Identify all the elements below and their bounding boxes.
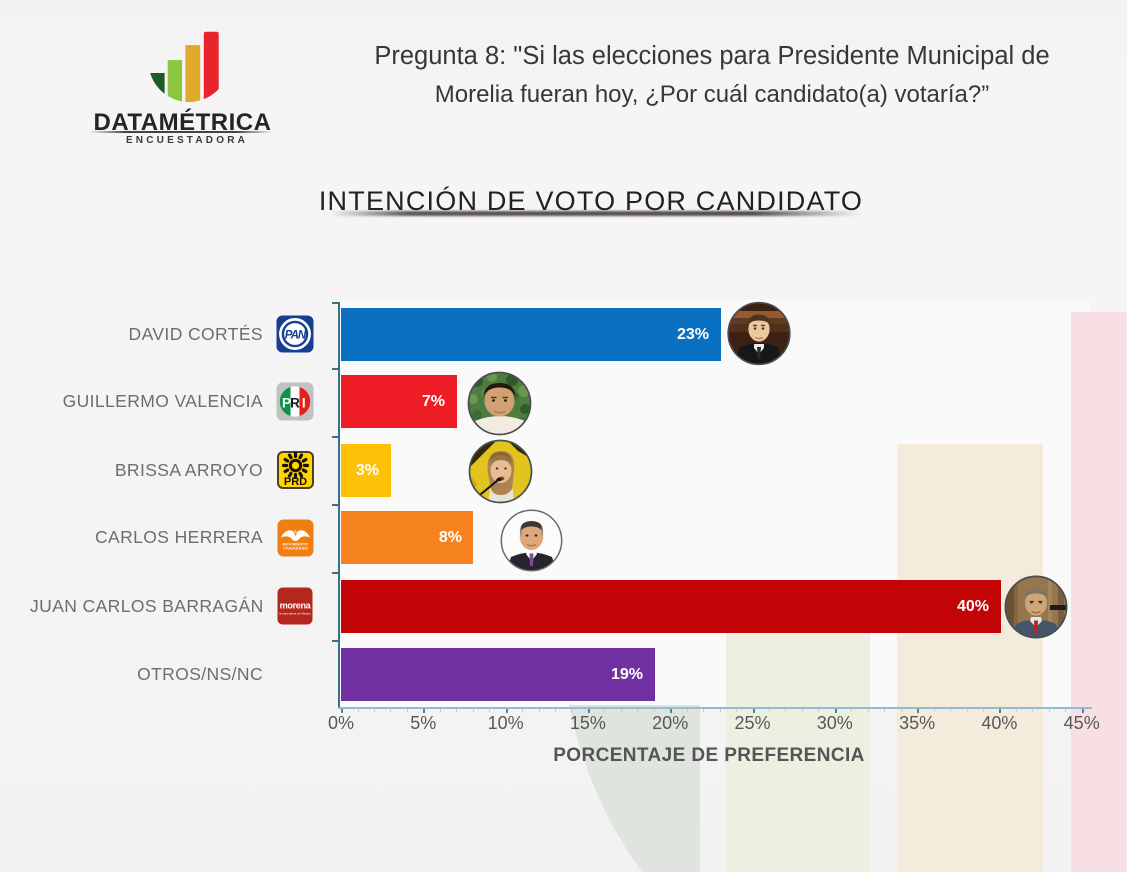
svg-text:P: P xyxy=(282,396,291,411)
svg-text:R: R xyxy=(290,396,300,411)
svg-text:PAN: PAN xyxy=(285,329,307,341)
svg-text:la esperanza de México: la esperanza de México xyxy=(279,612,311,616)
svg-text:CIUDADANO: CIUDADANO xyxy=(283,547,308,551)
svg-text:PRD: PRD xyxy=(284,476,307,488)
svg-text:MOVIMIENTO: MOVIMIENTO xyxy=(282,543,308,547)
svg-text:morena: morena xyxy=(280,601,312,611)
svg-text:I: I xyxy=(302,396,306,411)
